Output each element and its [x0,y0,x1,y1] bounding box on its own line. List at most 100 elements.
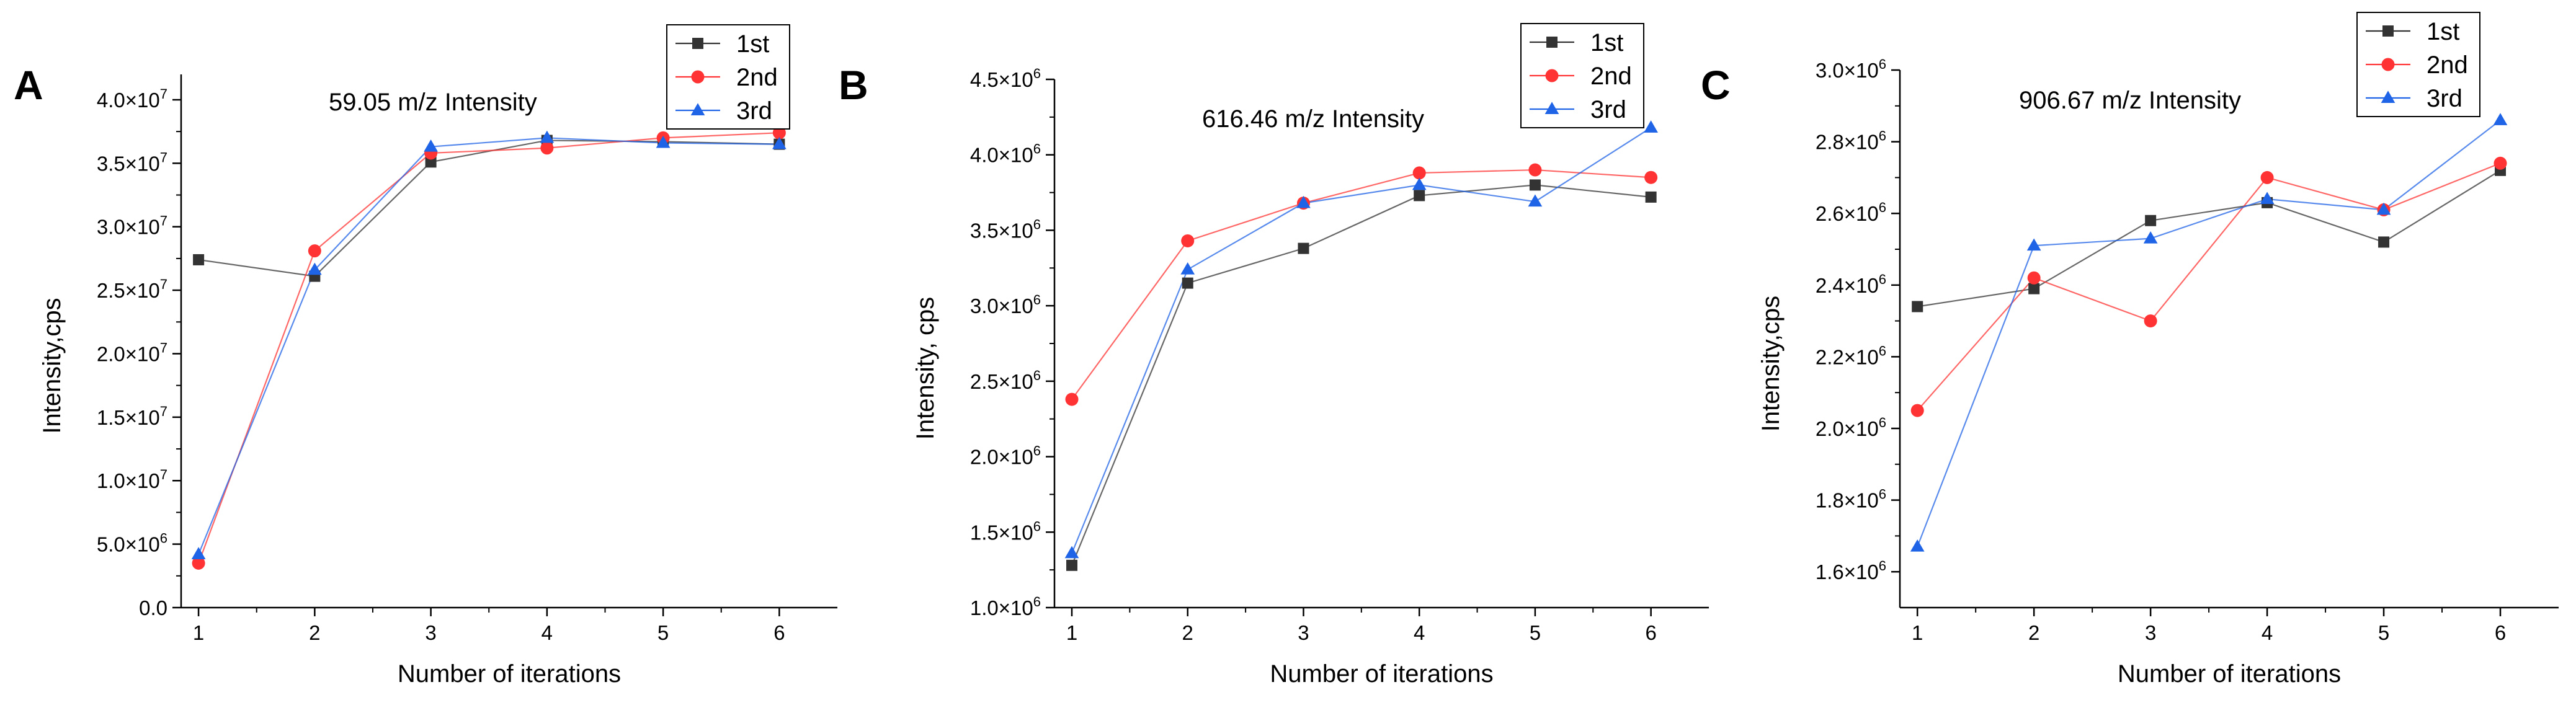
legend-label-2nd: 2nd [1590,63,1632,90]
x-tick-label: 4 [2262,621,2273,644]
y-tick-label: 3.0×107 [97,213,167,239]
data-point-3rd [2026,238,2041,251]
data-point-2nd [2027,271,2041,285]
y-tick-label: 2.8×106 [1816,128,1886,154]
x-axis-label: Number of iterations [398,660,621,688]
data-point-1st [2145,215,2157,226]
data-point-3rd [772,136,787,149]
y-tick-label: 2.2×106 [1816,343,1886,368]
data-point-3rd [308,262,322,275]
panel-b: B 1.0×106 1.5×106 2.0×106 2.5×106 3.0×106 3.5×… [839,23,1709,688]
x-tick-label: 3 [425,621,436,644]
y-tick-label: 1.0×107 [97,467,167,492]
y-tick-label: 2.4×106 [1816,272,1886,297]
x-axis-label: Number of iterations [2118,660,2341,688]
x-tick-label: 5 [1530,621,1541,644]
data-point-2nd [1181,234,1195,247]
data-point-3rd [424,139,438,152]
panel-letter: B [839,62,868,108]
data-point-2nd [1065,392,1079,406]
x-tick-label: 1 [193,621,204,644]
data-point-1st [1182,277,1193,289]
legend-label-3rd: 3rd [2427,85,2462,112]
legend-label-1st: 1st [2427,18,2459,45]
legend-label-2nd: 2nd [2427,51,2468,79]
y-tick-label: 3.5×106 [970,216,1041,242]
x-axis-label: Number of iterations [1270,660,1493,688]
y-tick-label: 2.0×107 [97,340,167,365]
data-point-3rd [540,130,555,143]
chart-title: 906.67 m/z Intensity [2019,87,2241,114]
y-tick-label: 3.5×107 [97,149,167,175]
x-tick-label: 3 [1298,621,1309,644]
x-tick-label: 4 [1414,621,1425,644]
data-point-3rd [2260,192,2275,205]
data-point-3rd [1180,262,1195,275]
data-point-2nd [540,141,554,155]
legend-marker-2nd [691,70,705,84]
series-line-3rd [1071,126,1652,554]
chart-title: 59.05 m/z Intensity [329,89,537,116]
legend-marker-1st [1546,37,1558,48]
data-point-3rd [1412,177,1427,190]
x-tick-label: 5 [657,621,669,644]
data-point-1st [2028,283,2040,294]
data-point-2nd [2494,156,2507,170]
y-tick-label: 4.0×107 [97,86,167,112]
legend-label-2nd: 2nd [736,64,778,91]
legend-label-1st: 1st [1590,29,1623,56]
data-point-2nd [2144,314,2157,328]
panel-a: A 0.0 5.0×106 1.0×107 1.5×107 2.0×107 2.5×107 3… [14,24,837,688]
data-point-1st [425,156,437,168]
y-tick-label: 1.8×106 [1816,487,1886,512]
y-axis-label: Intensity,cps [38,298,66,433]
data-point-2nd [1910,404,1924,417]
series-line-2nd [1071,169,1651,400]
y-tick-label: 2.5×106 [970,368,1041,393]
y-tick-label: 1.5×107 [97,404,167,429]
x-tick-label: 1 [1066,621,1077,644]
series-line-1st [1071,184,1651,566]
series-line-2nd [198,132,780,564]
legend-marker-3rd [1544,102,1559,114]
data-point-2nd [1644,170,1658,184]
x-tick-label: 6 [773,621,785,644]
y-axis-label: Intensity, cps [912,297,939,440]
legend-label-3rd: 3rd [736,97,772,125]
data-point-3rd [1910,539,1925,552]
legend-label-3rd: 3rd [1590,96,1626,123]
x-tick-label: 6 [1645,621,1656,644]
data-point-2nd [1412,166,1426,180]
series-line-2nd [1917,162,2501,411]
data-point-3rd [1064,546,1079,559]
y-tick-label: 3.0×106 [1816,56,1886,82]
legend-marker-2nd [1545,69,1559,82]
x-tick-label: 2 [309,621,320,644]
panel-c: C 1.6×106 1.8×106 2.0×106 2.2×106 2.4×106 2.6×… [1701,12,2559,688]
data-point-2nd [1528,163,1542,177]
y-tick-label: 2.5×107 [97,277,167,302]
y-tick-label: 2.0×106 [1816,415,1886,440]
data-point-1st [2378,236,2390,248]
y-tick-label: 2.0×106 [970,443,1041,469]
series-line-1st [1917,169,2501,308]
legend-marker-3rd [2381,91,2396,103]
data-point-1st [193,254,205,265]
y-tick-label: 2.6×106 [1816,200,1886,225]
y-tick-label: 3.0×106 [970,292,1041,317]
x-tick-label: 5 [2378,621,2389,644]
data-point-3rd [656,135,671,148]
x-tick-label: 6 [2495,621,2506,644]
x-tick-label: 4 [541,621,553,644]
y-tick-label: 0.0 [139,596,167,619]
y-tick-label: 4.5×106 [970,66,1041,91]
data-point-3rd [1296,195,1311,208]
series-line-3rd [198,137,780,555]
data-point-3rd [2493,113,2508,125]
y-tick-label: 1.6×106 [1816,558,1886,583]
legend-label-1st: 1st [736,30,769,58]
data-point-1st [1645,191,1657,203]
legend-marker-1st [692,38,703,49]
data-point-3rd [1528,194,1543,207]
